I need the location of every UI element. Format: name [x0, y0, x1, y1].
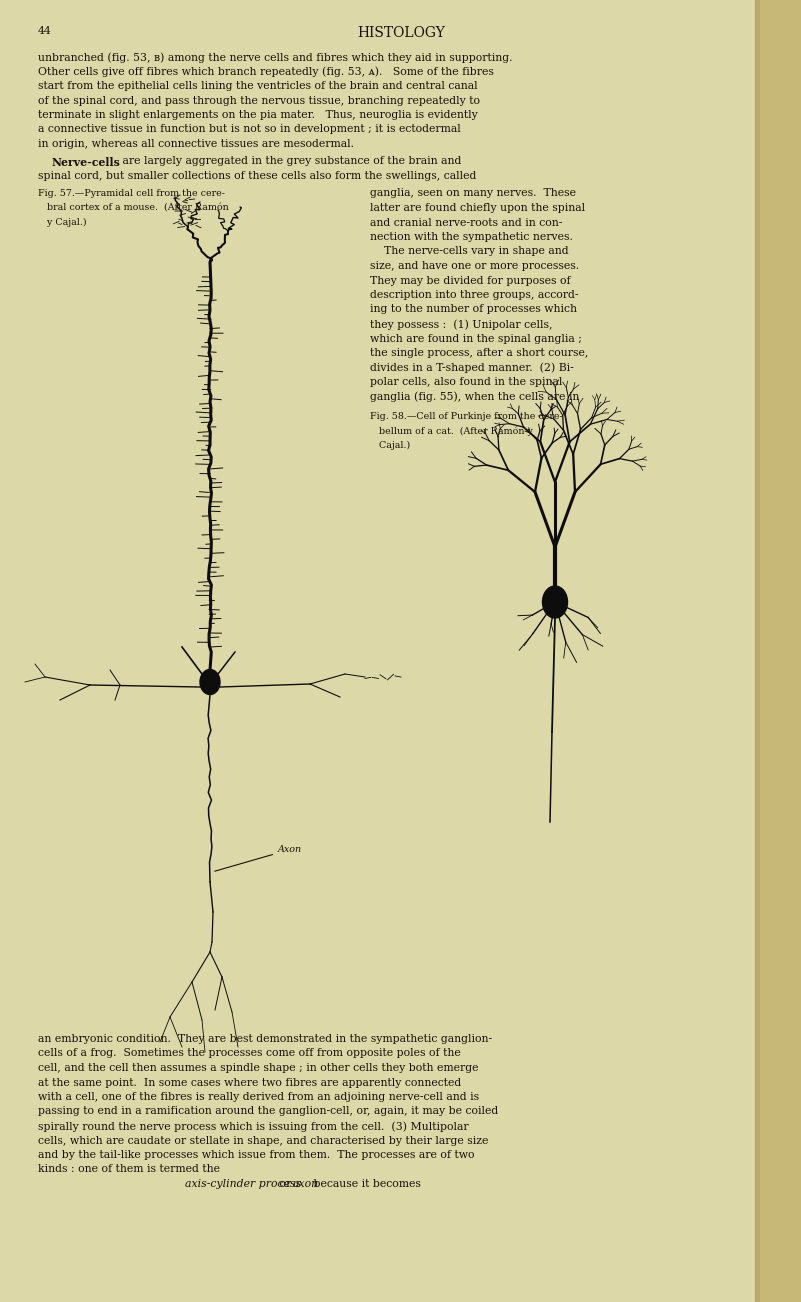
Text: y Cajal.): y Cajal.): [38, 217, 87, 227]
Text: bral cortex of a mouse.  (After Ramón: bral cortex of a mouse. (After Ramón: [38, 203, 229, 212]
Text: Fig. 58.—Cell of Purkinje from the cere-: Fig. 58.—Cell of Purkinje from the cere-: [370, 411, 563, 421]
Text: spinal cord, but smaller collections of these cells also form the swellings, cal: spinal cord, but smaller collections of …: [38, 171, 477, 181]
Ellipse shape: [542, 586, 567, 618]
Text: with a cell, one of the fibres is really derived from an adjoining nerve-cell an: with a cell, one of the fibres is really…: [38, 1092, 479, 1101]
Text: Fig. 57.—Pyramidal cell from the cere-: Fig. 57.—Pyramidal cell from the cere-: [38, 189, 225, 198]
Text: Cajal.): Cajal.): [370, 441, 410, 450]
Text: bellum of a cat.  (After Ramón y: bellum of a cat. (After Ramón y: [370, 427, 533, 436]
Text: latter are found chiefly upon the spinal: latter are found chiefly upon the spinal: [370, 203, 585, 214]
Text: cell, and the cell then assumes a spindle shape ; in other cells they both emerg: cell, and the cell then assumes a spindl…: [38, 1062, 478, 1073]
Text: terminate in slight enlargements on the pia mater.   Thus, neuroglia is evidentl: terminate in slight enlargements on the …: [38, 109, 477, 120]
Bar: [755, 0, 801, 1302]
Text: spirally round the nerve process which is issuing from the cell.  (3) Multipolar: spirally round the nerve process which i…: [38, 1121, 469, 1131]
Text: Nerve-cells: Nerve-cells: [52, 156, 121, 168]
Text: at the same point.  In some cases where two fibres are apparently connected: at the same point. In some cases where t…: [38, 1078, 461, 1087]
Text: or: or: [276, 1180, 294, 1189]
Text: ganglia, seen on many nerves.  These: ganglia, seen on many nerves. These: [370, 189, 576, 198]
Text: which are found in the spinal ganglia ;: which are found in the spinal ganglia ;: [370, 333, 582, 344]
Text: passing to end in a ramification around the ganglion-cell, or, again, it may be : passing to end in a ramification around …: [38, 1107, 498, 1117]
Text: ganglia (fig. 55), when the cells are in: ganglia (fig. 55), when the cells are in: [370, 392, 579, 402]
Text: and by the tail-like processes which issue from them.  The processes are of two: and by the tail-like processes which iss…: [38, 1150, 474, 1160]
Text: cells of a frog.  Sometimes the processes come off from opposite poles of the: cells of a frog. Sometimes the processes…: [38, 1048, 461, 1059]
Text: The nerve-cells vary in shape and: The nerve-cells vary in shape and: [370, 246, 569, 256]
Text: Axon: Axon: [215, 845, 302, 871]
Text: they possess :  (1) Unipolar cells,: they possess : (1) Unipolar cells,: [370, 319, 553, 329]
Text: ing to the number of processes which: ing to the number of processes which: [370, 305, 577, 315]
Text: are largely aggregated in the grey substance of the brain and: are largely aggregated in the grey subst…: [119, 156, 461, 167]
Text: in origin, whereas all connective tissues are mesodermal.: in origin, whereas all connective tissue…: [38, 139, 354, 148]
Text: kinds : one of them is termed the: kinds : one of them is termed the: [38, 1164, 223, 1174]
Text: the single process, after a short course,: the single process, after a short course…: [370, 348, 589, 358]
Ellipse shape: [200, 669, 220, 694]
Text: start from the epithelial cells lining the ventricles of the brain and central c: start from the epithelial cells lining t…: [38, 81, 477, 91]
Text: and cranial nerve-roots and in con-: and cranial nerve-roots and in con-: [370, 217, 562, 228]
Text: a connective tissue in function but is not so in development ; it is ectodermal: a connective tissue in function but is n…: [38, 125, 461, 134]
Text: axis-cylinder process: axis-cylinder process: [185, 1180, 301, 1189]
Text: polar cells, also found in the spinal: polar cells, also found in the spinal: [370, 378, 562, 387]
Text: axon: axon: [293, 1180, 319, 1189]
Text: an embryonic condition.  They are best demonstrated in the sympathetic ganglion-: an embryonic condition. They are best de…: [38, 1034, 492, 1044]
Text: of the spinal cord, and pass through the nervous tissue, branching repeatedly to: of the spinal cord, and pass through the…: [38, 95, 480, 105]
Text: size, and have one or more processes.: size, and have one or more processes.: [370, 260, 579, 271]
Text: nection with the sympathetic nerves.: nection with the sympathetic nerves.: [370, 232, 573, 242]
Bar: [760, 0, 801, 1302]
Text: description into three groups, accord-: description into three groups, accord-: [370, 290, 578, 299]
Text: because it becomes: because it becomes: [310, 1180, 421, 1189]
Text: cells, which are caudate or stellate in shape, and characterised by their large : cells, which are caudate or stellate in …: [38, 1135, 489, 1146]
Text: HISTOLOGY: HISTOLOGY: [357, 26, 445, 40]
Text: divides in a T-shaped manner.  (2) Bi-: divides in a T-shaped manner. (2) Bi-: [370, 362, 574, 374]
Text: Other cells give off fibres which branch repeatedly (fig. 53, ᴀ).   Some of the : Other cells give off fibres which branch…: [38, 66, 494, 77]
Text: They may be divided for purposes of: They may be divided for purposes of: [370, 276, 570, 285]
Text: unbranched (fig. 53, ʙ) among the nerve cells and fibres which they aid in suppo: unbranched (fig. 53, ʙ) among the nerve …: [38, 52, 513, 62]
Text: 44: 44: [38, 26, 52, 36]
